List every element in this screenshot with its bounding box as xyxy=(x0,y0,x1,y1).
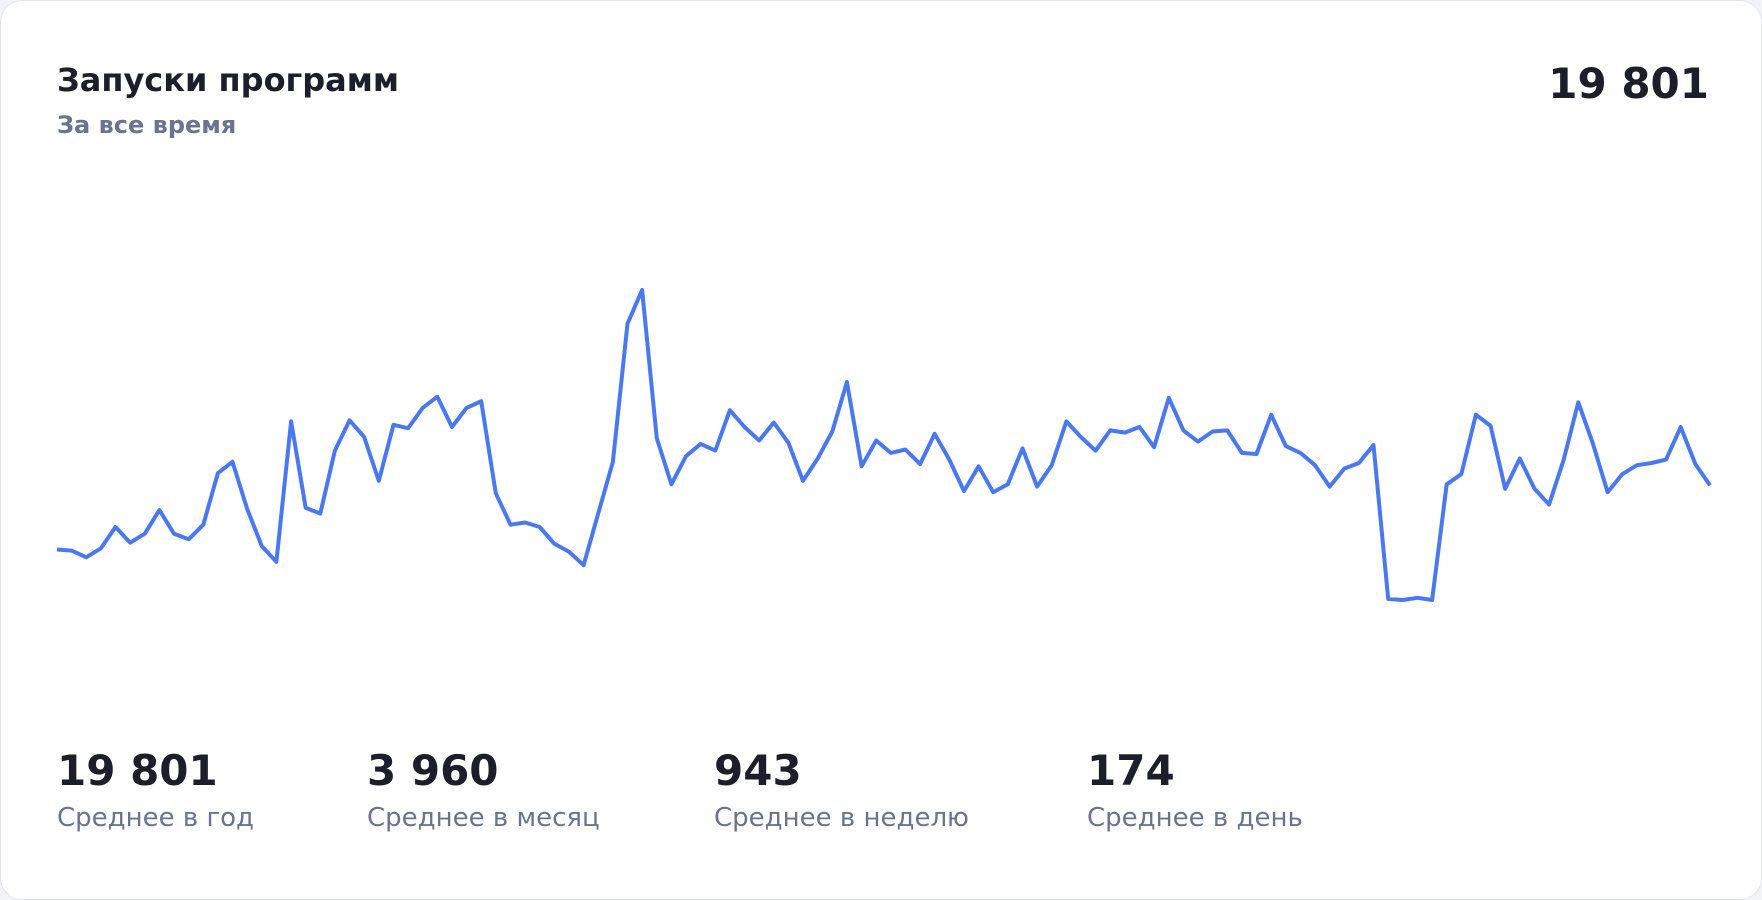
stat-value: 943 xyxy=(714,746,802,795)
stat: 943 Среднее в неделю xyxy=(714,746,969,833)
stat: 3 960 Среднее в месяц xyxy=(367,746,600,833)
line xyxy=(56,288,1712,602)
stat-label: Среднее в месяц xyxy=(367,803,600,833)
stat-value: 3 960 xyxy=(367,746,499,795)
subtitle: За все время xyxy=(57,111,237,139)
stat: 19 801 Среднее в год xyxy=(57,746,254,833)
stat: 174 Среднее в день xyxy=(1087,746,1303,833)
stat-label: Среднее в неделю xyxy=(714,803,969,833)
stat-value: 19 801 xyxy=(57,746,218,795)
stat-value: 174 xyxy=(1087,746,1175,795)
stat-label: Среднее в год xyxy=(57,803,255,833)
chart xyxy=(56,288,1712,602)
total: 19 801 xyxy=(1548,59,1709,108)
title: Запуски программ xyxy=(57,61,400,99)
stat-label: Среднее в день xyxy=(1087,803,1303,833)
